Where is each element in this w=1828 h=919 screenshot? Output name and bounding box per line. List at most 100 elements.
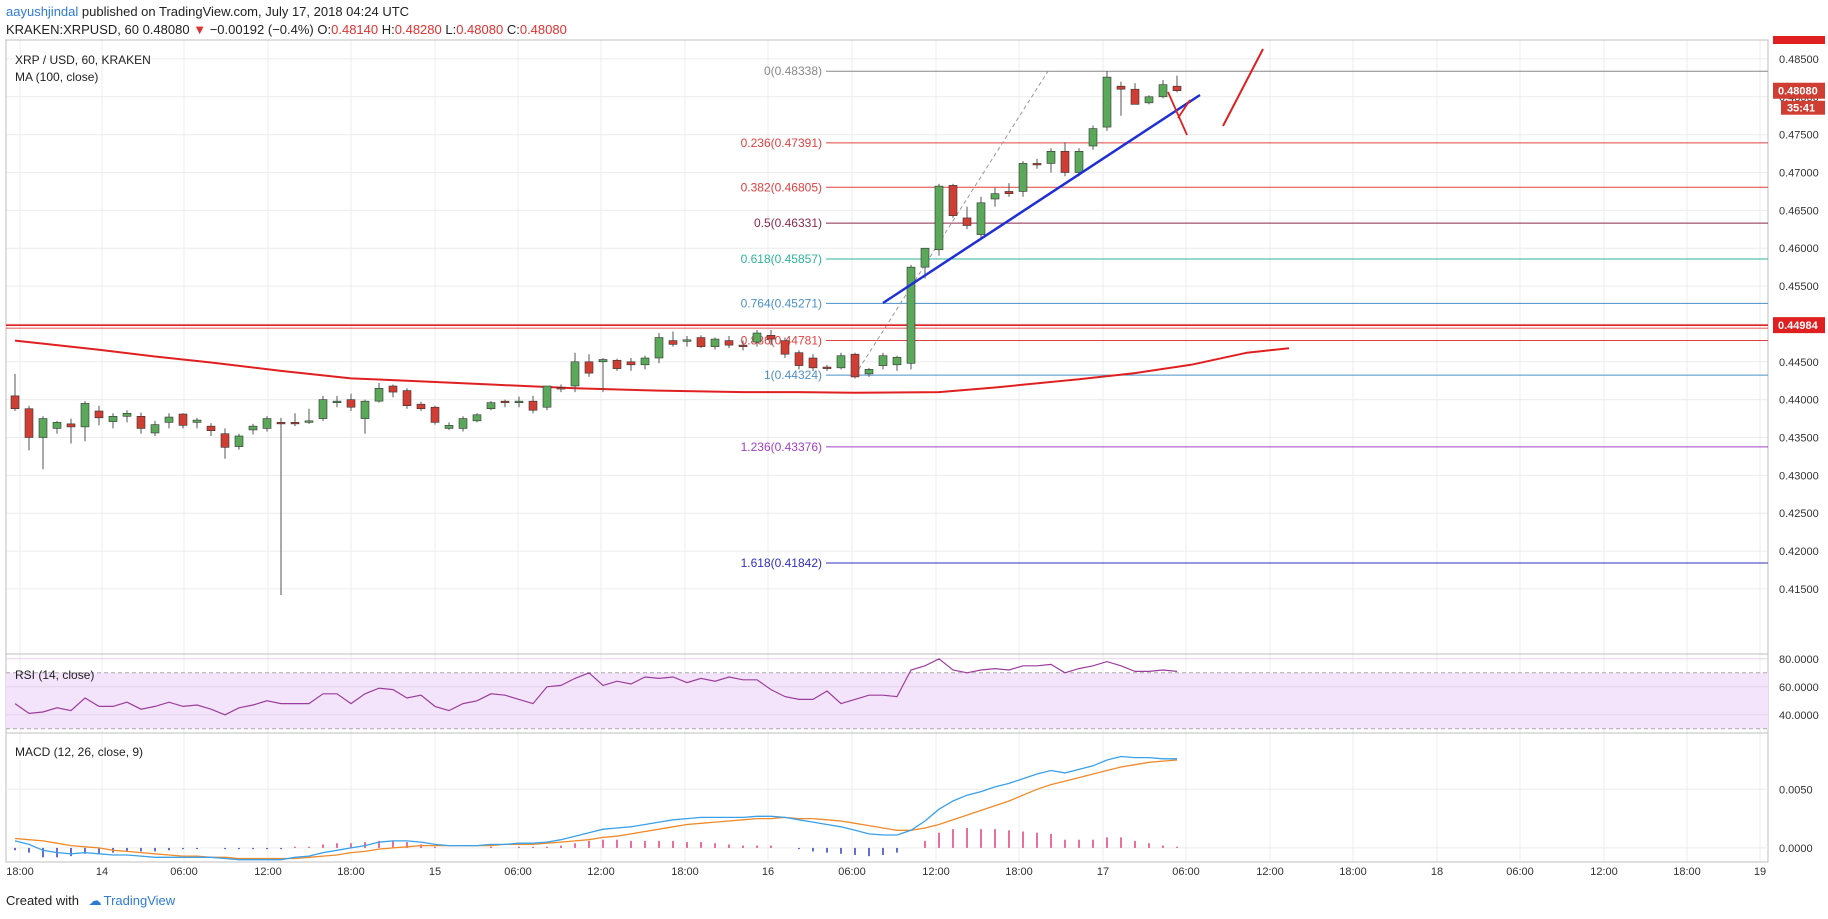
rsi-y-tick-label: 40.0000: [1779, 710, 1819, 722]
candle-body: [290, 422, 300, 425]
last-price-label: 0.48080: [1778, 86, 1818, 98]
x-tick-label: 17: [1097, 866, 1109, 878]
candle-body: [836, 355, 846, 369]
candle-body: [584, 361, 594, 374]
open-label: O:: [317, 22, 332, 37]
candle-body: [668, 340, 678, 345]
y-tick-label: 0.45500: [1779, 281, 1819, 293]
down-arrow-icon: ▼: [193, 22, 207, 37]
ma100-line: [14, 339, 1290, 394]
candle-body: [1158, 84, 1168, 98]
last-price-tag: [1773, 82, 1825, 99]
x-tick-label: 12:00: [1256, 866, 1284, 878]
fib-level-label: 1.618(0.41842): [741, 556, 822, 570]
fib-level-label: 0.618(0.45857): [741, 252, 822, 266]
candle-body: [1004, 191, 1014, 195]
candle-body: [486, 402, 496, 410]
y-tick-label: 0.46000: [1779, 243, 1819, 255]
x-tick-label: 16: [762, 866, 774, 878]
candle-body: [38, 418, 48, 438]
rsi-y-tick-label: 80.0000: [1779, 654, 1819, 666]
fib-level-label: 0.382(0.46805): [741, 180, 822, 194]
candle-body: [808, 357, 818, 369]
candle-body: [24, 408, 34, 438]
tradingview-logo-icon: ☁: [88, 893, 102, 908]
candle-body: [150, 424, 160, 434]
price-change: −0.00192 (−0.4%): [209, 22, 314, 37]
candle-body: [738, 344, 748, 347]
candle-body: [10, 395, 20, 410]
pane-labels: XRP / USD, 60, KRAKEN MA (100, close) RSI …: [15, 53, 151, 759]
candle-body: [780, 340, 790, 355]
plot-frame: [5, 39, 1769, 863]
candle-body: [360, 400, 370, 419]
x-tick-label: 12:00: [587, 866, 615, 878]
candle-body: [1116, 85, 1126, 90]
main-title: XRP / USD, 60, KRAKEN: [15, 53, 151, 67]
y-tick-label: 0.43000: [1779, 470, 1819, 482]
x-tick-label: 18:00: [1339, 866, 1367, 878]
footer: Created with ☁ TradingView: [6, 893, 175, 909]
candle-body: [1074, 151, 1084, 173]
candle-body: [878, 355, 888, 366]
candle-body: [1046, 151, 1056, 164]
candle-body: [1088, 128, 1098, 147]
macd-line: [14, 755, 1177, 861]
candle-body: [346, 399, 356, 408]
candle-body: [402, 390, 412, 406]
candle-body: [892, 356, 902, 366]
y-tick-label: 0.42500: [1779, 508, 1819, 520]
macd-pane: [6, 755, 1768, 861]
y-tick-label: 0.44500: [1779, 357, 1819, 369]
x-tick-label: 06:00: [838, 866, 866, 878]
x-tick-label: 19: [1754, 866, 1766, 878]
high-value: 0.48280: [394, 22, 442, 37]
author-link[interactable]: aayushjindal: [6, 4, 79, 19]
cross-mark-2: [1177, 99, 1191, 119]
candle-body: [724, 340, 734, 346]
candle-body: [248, 425, 258, 431]
fib-level-label: 1(0.44324): [764, 368, 822, 382]
candle-body: [514, 400, 524, 403]
trend-line: [882, 93, 1201, 305]
candle-body: [948, 185, 958, 216]
rsi-title: RSI (14, close): [15, 668, 94, 682]
candle-body: [528, 400, 538, 411]
candle-body: [864, 369, 874, 375]
x-tick-label: 12:00: [254, 866, 282, 878]
candle-body: [52, 422, 62, 429]
candle-body: [1060, 151, 1070, 173]
y-tick-label: 0.47500: [1779, 130, 1819, 142]
y-tick-label: 0.43500: [1779, 433, 1819, 445]
x-tick-label: 06:00: [1172, 866, 1200, 878]
candle-body: [682, 339, 692, 342]
created-with-label: Created with: [6, 893, 79, 908]
candle-body: [990, 193, 1000, 200]
x-tick-label: 12:00: [922, 866, 950, 878]
candle-body: [710, 338, 720, 347]
candle-body: [612, 359, 622, 369]
x-tick-label: 14: [96, 866, 108, 878]
countdown-label: 35:41: [1787, 103, 1815, 115]
candle-body: [220, 433, 230, 448]
y-tick-label: 0.48500: [1779, 54, 1819, 66]
candle-body: [80, 403, 90, 428]
x-tick-label: 18:00: [1005, 866, 1033, 878]
candle-body: [304, 420, 314, 423]
candle-body: [1172, 85, 1182, 92]
candle-body: [500, 400, 510, 403]
candle-body: [206, 425, 216, 431]
candle-body: [542, 385, 552, 408]
candle-body: [374, 387, 384, 402]
candle-body: [850, 353, 860, 378]
last-price: 0.48080: [142, 22, 190, 37]
candle-body: [570, 361, 580, 387]
x-tick-label: 18: [1431, 866, 1443, 878]
chart-panes: [5, 39, 1769, 863]
low-label: L:: [445, 22, 457, 37]
candle-body: [654, 337, 664, 359]
grid-lines: [6, 40, 1768, 862]
tradingview-link[interactable]: TradingView: [103, 893, 176, 908]
rsi-line: [14, 658, 1178, 716]
